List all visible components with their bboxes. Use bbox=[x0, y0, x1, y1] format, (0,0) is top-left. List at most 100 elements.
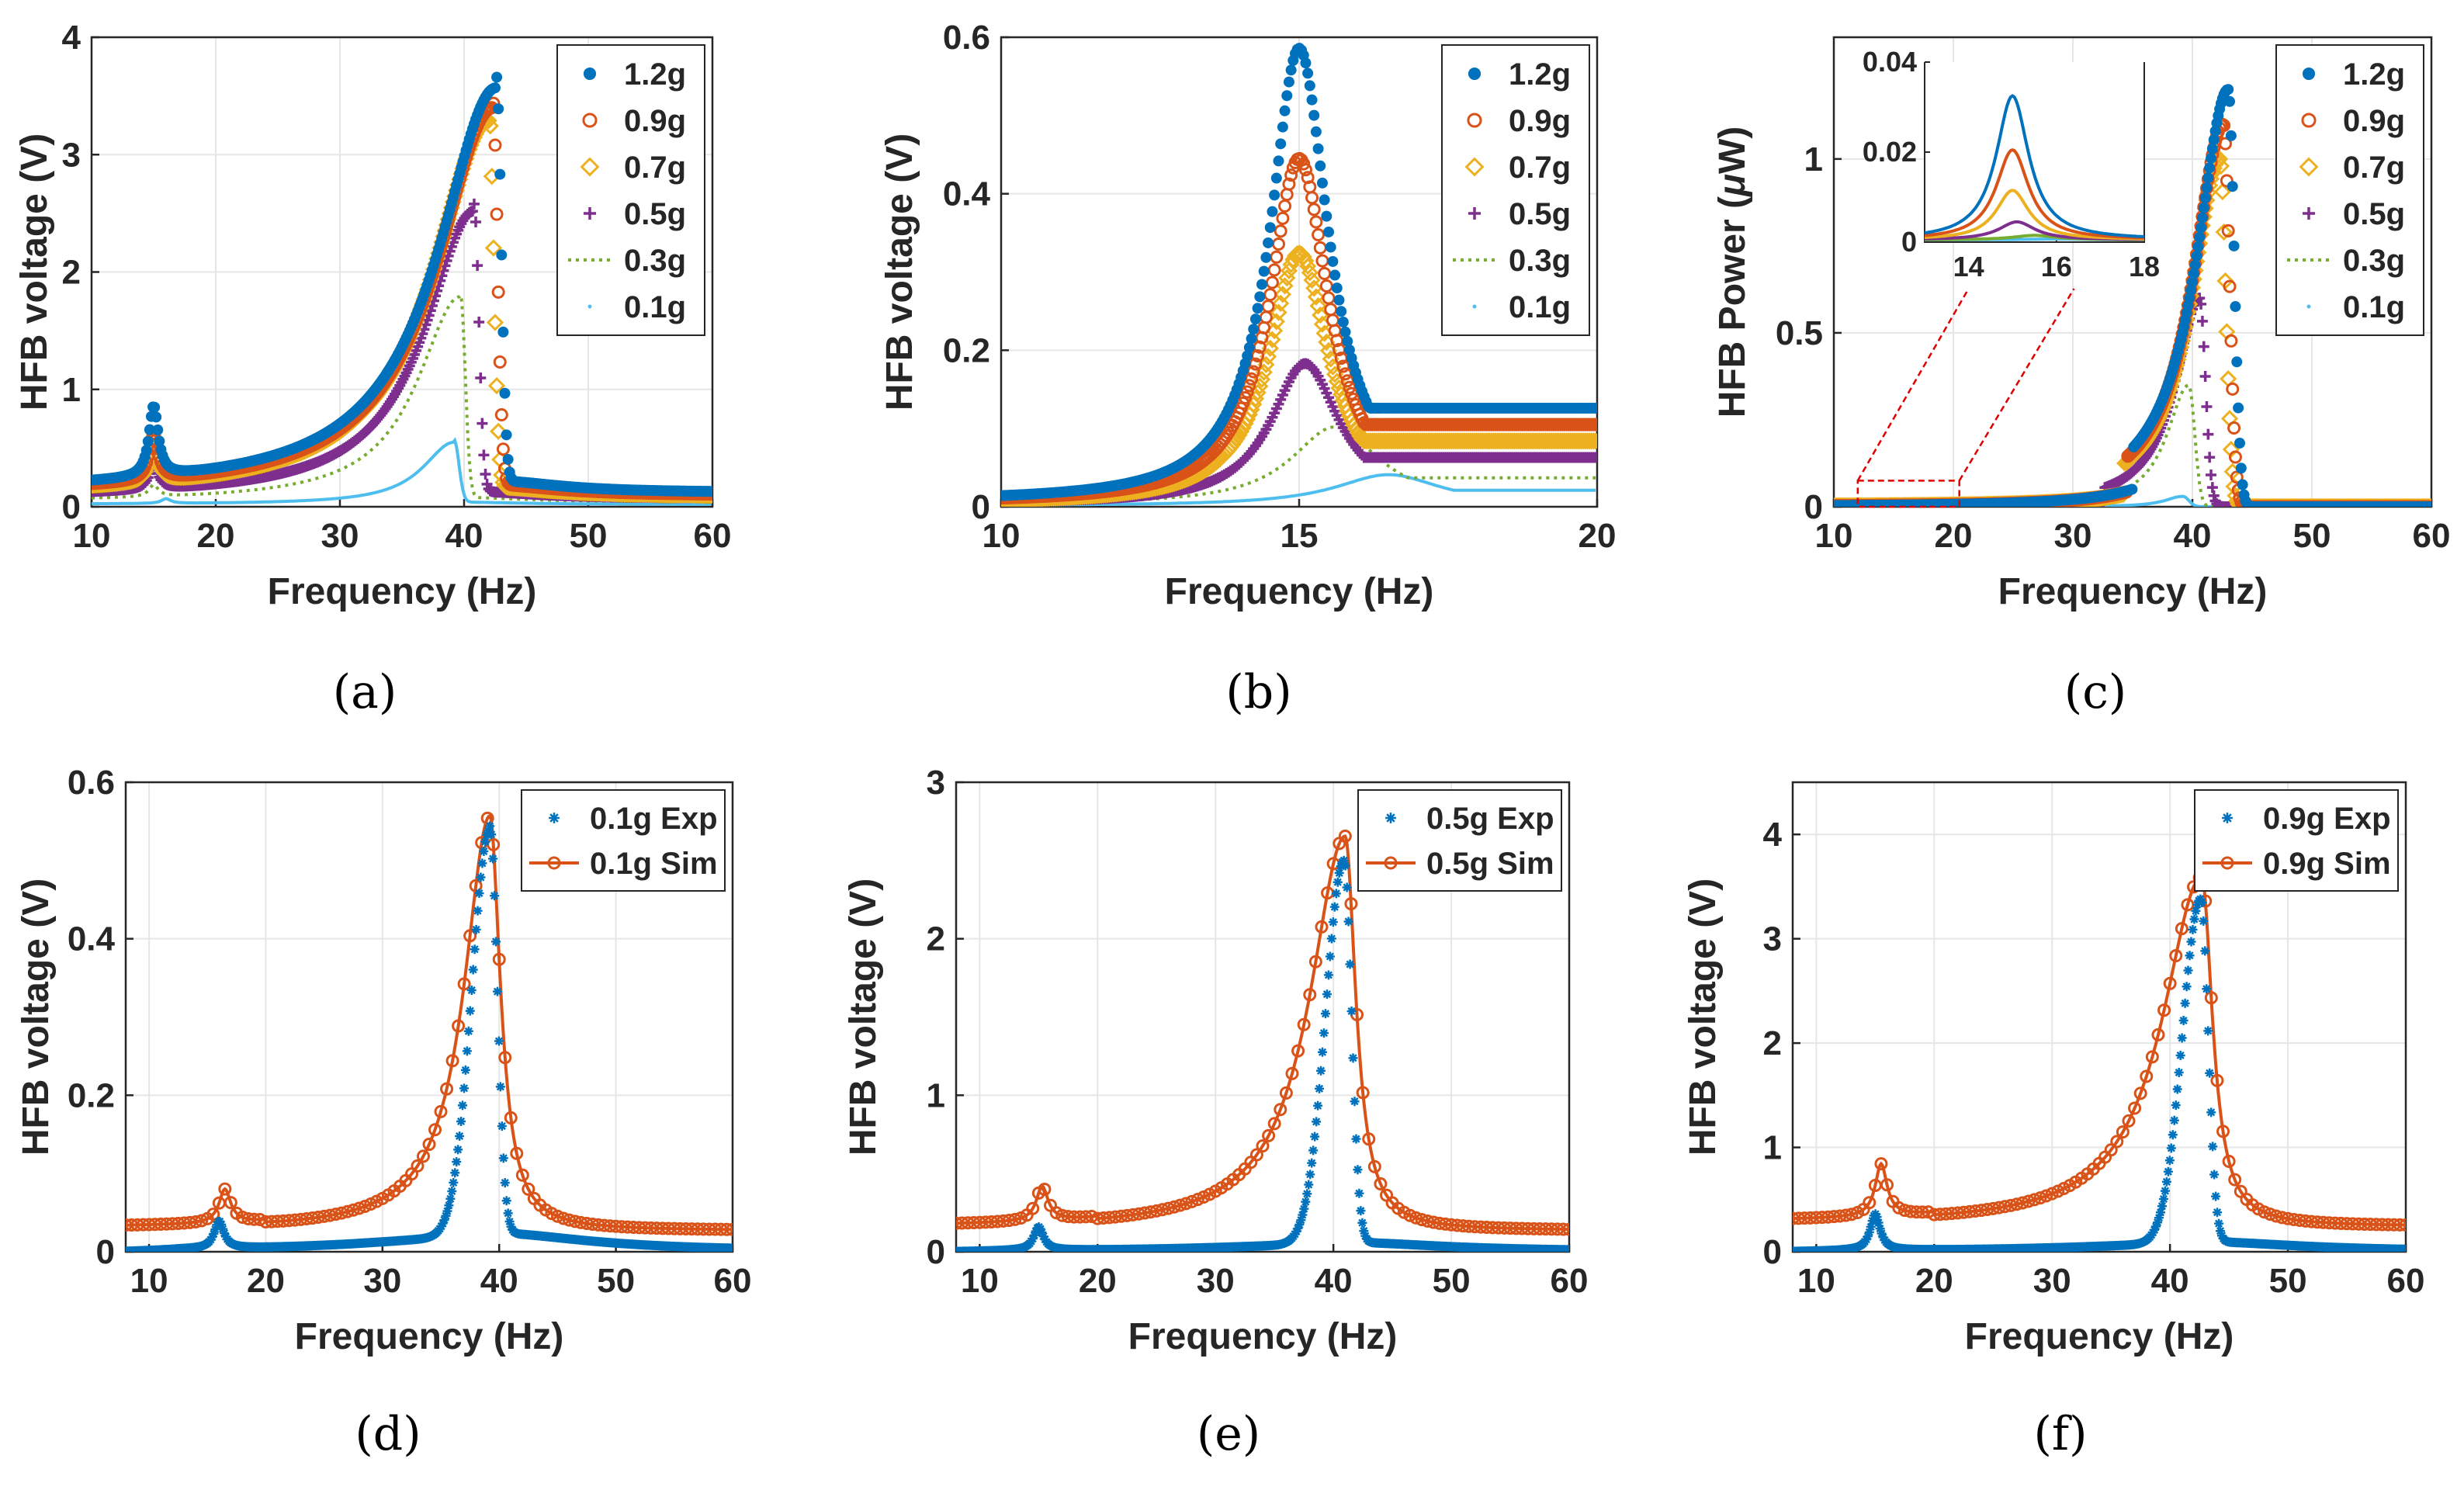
y-tick-label-0: 0 bbox=[62, 488, 81, 526]
axes-box-c bbox=[1832, 36, 2433, 508]
y-tick-label-0: 0 bbox=[1804, 488, 1823, 526]
point-0-1g-sim bbox=[189, 1215, 203, 1228]
point-1-2g bbox=[151, 411, 162, 423]
series-group-d bbox=[126, 811, 733, 1252]
legend-marker bbox=[1464, 157, 1485, 177]
point-0-1g-sim bbox=[515, 1168, 529, 1182]
inset-series-0-9g bbox=[1924, 147, 2144, 240]
legend-label: 0.9g bbox=[624, 104, 686, 138]
point-0-9g bbox=[1313, 241, 1327, 255]
point-0-1g-sim bbox=[457, 977, 471, 991]
point-0-9g bbox=[488, 138, 502, 152]
point-0-9g bbox=[491, 285, 505, 299]
legend-item-0-9g: 0.9g bbox=[582, 104, 686, 138]
legend-item-1-2g: 1.2g bbox=[2302, 57, 2405, 92]
point-0-7g bbox=[1270, 303, 1287, 321]
legend-item-1-2g: 1.2g bbox=[583, 57, 686, 92]
point-0-1g-sim bbox=[352, 1201, 366, 1215]
point-0-1g-exp bbox=[466, 986, 477, 996]
point-0-1g-sim bbox=[440, 1082, 454, 1096]
point-0-1g-exp bbox=[218, 1224, 228, 1234]
point-0-1g-sim bbox=[358, 1199, 372, 1213]
point-0-9g bbox=[1238, 390, 1252, 404]
legend-item-1-2g: 1.2g bbox=[1468, 57, 1571, 92]
legend-label: 1.2g bbox=[624, 57, 686, 92]
point-0-5g bbox=[480, 468, 491, 480]
x-tick-label-10: 10 bbox=[1815, 517, 1853, 555]
legend-marker bbox=[587, 304, 592, 309]
point-1-2g bbox=[1325, 241, 1336, 253]
point-0-9g bbox=[1272, 237, 1286, 251]
point-0-1g-sim bbox=[522, 1182, 535, 1196]
point-1-2g bbox=[2201, 182, 2213, 194]
series-line-0-1g-sim bbox=[126, 813, 733, 1232]
legend-marker bbox=[1472, 304, 1477, 309]
point-0-1g-sim bbox=[719, 1222, 733, 1236]
point-0-9g bbox=[1345, 386, 1359, 400]
point-0-9g bbox=[1240, 385, 1254, 399]
point-0-7g bbox=[1272, 294, 1290, 312]
point-1-2g bbox=[1248, 324, 1260, 335]
point-1-2g bbox=[1339, 326, 1351, 338]
point-0-1g-exp bbox=[504, 1217, 515, 1227]
point-0-9g bbox=[1276, 211, 1290, 225]
point-0-1g-exp bbox=[215, 1216, 225, 1226]
zoom-connector-left bbox=[1856, 288, 1970, 482]
x-axis-label: Frequency (Hz) bbox=[295, 1316, 564, 1357]
point-0-7g bbox=[487, 376, 506, 395]
x-tick-label-20: 20 bbox=[197, 517, 235, 555]
point-0-7g bbox=[1303, 271, 1321, 289]
point-0-9g bbox=[490, 207, 504, 221]
point-0-1g-exp bbox=[473, 906, 483, 916]
point-0-9g bbox=[1309, 215, 1323, 229]
panel-label-b: (b) bbox=[1225, 665, 1291, 719]
point-0-9g bbox=[2221, 224, 2235, 237]
point-1-2g bbox=[140, 445, 152, 456]
legend-item-0-9g: 0.9g bbox=[1467, 104, 1571, 138]
point-1-2g bbox=[1242, 350, 1253, 362]
legend-a: 1.2g0.9g0.7g0.5g0.3g0.1g bbox=[556, 44, 705, 336]
point-1-2g bbox=[2185, 284, 2197, 296]
point-0-7g bbox=[490, 422, 508, 440]
point-0-7g bbox=[1586, 432, 1597, 450]
legend-label: 0.1g bbox=[2343, 290, 2405, 324]
legend-marker bbox=[1468, 67, 1482, 81]
legend-item-0-1g: 0.1g bbox=[587, 290, 686, 324]
point-0-7g bbox=[1580, 432, 1597, 450]
point-1-2g bbox=[2223, 84, 2234, 95]
point-1-2g bbox=[1302, 68, 1314, 79]
point-1-2g bbox=[2188, 268, 2199, 279]
point-1-2g bbox=[1337, 316, 1349, 327]
legend-label: 0.7g bbox=[624, 151, 686, 185]
y-tick-label-0: 0 bbox=[972, 488, 990, 526]
legend-c: 1.2g0.9g0.7g0.5g0.3g0.1g bbox=[2275, 44, 2424, 336]
y-tick-label-0-6: 0.6 bbox=[943, 19, 990, 57]
point-1-2g bbox=[1246, 333, 1257, 345]
series-group-a bbox=[92, 71, 712, 506]
legend-box bbox=[556, 44, 705, 336]
point-0-1g-exp bbox=[500, 1178, 510, 1188]
point-0-1g-exp bbox=[506, 1221, 516, 1232]
y-tick-label-0: 0 bbox=[96, 1233, 115, 1271]
y-tick-label-4: 4 bbox=[62, 19, 81, 57]
point-0-9g bbox=[496, 442, 510, 456]
point-0-1g-sim bbox=[562, 1213, 576, 1227]
legend-label: 0.1g bbox=[1509, 290, 1571, 324]
x-tick-label-40: 40 bbox=[2174, 517, 2212, 555]
legend-marker bbox=[580, 157, 600, 177]
point-1-2g bbox=[1277, 121, 1288, 133]
point-0-1g-sim bbox=[556, 1211, 570, 1225]
point-0-1g-exp bbox=[444, 1201, 454, 1211]
point-1-2g bbox=[1333, 294, 1345, 306]
point-1-2g bbox=[2227, 181, 2238, 192]
point-1-2g bbox=[1336, 306, 1347, 317]
legend-item-0-1g: 0.1g bbox=[2306, 290, 2405, 324]
point-0-1g-exp bbox=[459, 1083, 469, 1093]
x-axis-label: Frequency (Hz) bbox=[268, 571, 537, 612]
point-0-9g bbox=[493, 355, 507, 369]
point-0-9g bbox=[2223, 279, 2237, 293]
point-1-2g bbox=[1327, 255, 1339, 267]
point-0-1g-exp bbox=[503, 1208, 513, 1218]
point-1-2g bbox=[502, 453, 514, 465]
point-0-1g-sim bbox=[498, 1051, 512, 1065]
